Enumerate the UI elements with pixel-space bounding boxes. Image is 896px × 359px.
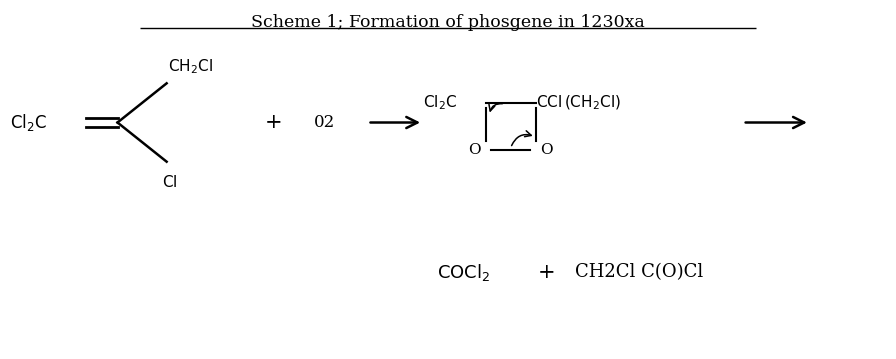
Text: O: O — [540, 143, 553, 157]
Text: $\mathrm{COCl_2}$: $\mathrm{COCl_2}$ — [437, 262, 490, 283]
Text: $\mathrm{Cl}$: $\mathrm{Cl}$ — [162, 174, 177, 190]
Text: $\mathrm{CH_2Cl}$: $\mathrm{CH_2Cl}$ — [168, 57, 213, 76]
Text: $\mathrm{Cl_2C}$: $\mathrm{Cl_2C}$ — [11, 112, 47, 133]
Text: O: O — [469, 143, 481, 157]
Text: Scheme 1; Formation of phosgene in 1230xa: Scheme 1; Formation of phosgene in 1230x… — [251, 14, 645, 31]
Text: +: + — [538, 263, 555, 281]
Text: $\mathrm{Cl_2C}$: $\mathrm{Cl_2C}$ — [423, 93, 457, 112]
Text: +: + — [265, 113, 282, 132]
Text: $\mathrm{CCl\,(CH_2Cl)}$: $\mathrm{CCl\,(CH_2Cl)}$ — [536, 93, 620, 112]
Text: 02: 02 — [314, 114, 335, 131]
Text: CH2Cl C(O)Cl: CH2Cl C(O)Cl — [575, 263, 703, 281]
